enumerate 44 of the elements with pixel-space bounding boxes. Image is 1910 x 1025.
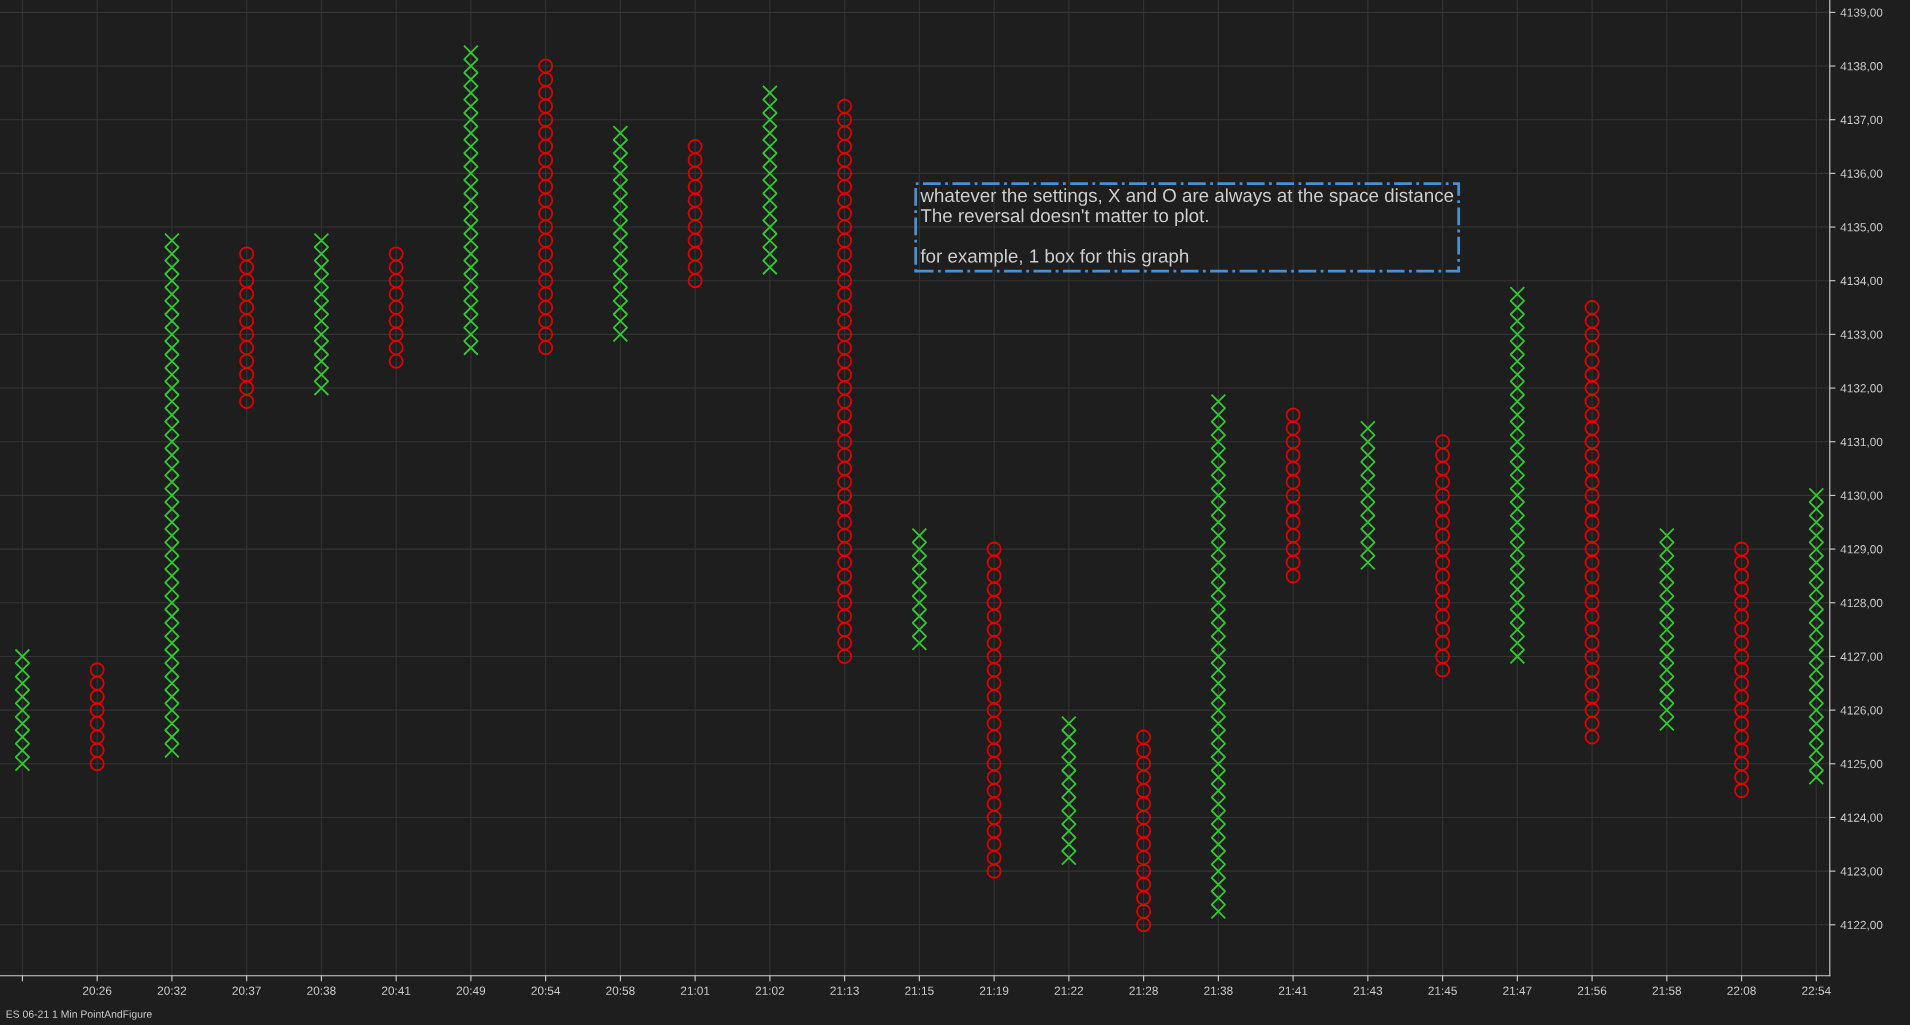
x-tick-label: 21:19	[979, 986, 1009, 995]
y-tick-label: 4127,00	[1840, 652, 1883, 663]
y-tick-label: 4128,00	[1840, 598, 1883, 609]
x-tick-label: 21:38	[1204, 986, 1233, 995]
y-tick-label: 4137,00	[1840, 115, 1883, 126]
x-tick-label: 21:58	[1652, 986, 1682, 995]
x-tick-label: 21:02	[755, 986, 785, 995]
text: whatever the settings, X and O are always at the space distance The reversal doesn't matter to plot. for example, 1 box for this graph	[920, 188, 1454, 267]
y-tick-label: 4126,00	[1840, 706, 1883, 716]
y-tick-label: 4134,00	[1840, 276, 1883, 287]
x-tick-label: 22:08	[1727, 986, 1756, 995]
y-tick-label: 4135,00	[1840, 223, 1883, 233]
y-tick-label: 4130,00	[1840, 491, 1883, 502]
x-tick-label: 20:49	[456, 986, 486, 995]
x-tick-label: 21:28	[1129, 986, 1158, 995]
x-tick-label: 20:54	[531, 986, 561, 995]
x-tick-label: 20:38	[307, 986, 336, 995]
x-tick-label: 20:26	[82, 986, 112, 995]
x-tick-label: 20:37	[232, 986, 261, 995]
y-tick-label: 4129,00	[1840, 545, 1883, 555]
x-tick-label: 20:32	[157, 986, 187, 995]
y-tick-label: 4123,00	[1840, 867, 1883, 877]
y-tick-label: 4139,00	[1840, 8, 1883, 19]
x-tick-label: 21:56	[1577, 986, 1607, 995]
x-tick-label: 21:15	[905, 986, 934, 995]
y-tick-label: 4125,00	[1840, 759, 1883, 770]
y-tick-label: 4138,00	[1840, 62, 1883, 72]
x-tick-label: 21:47	[1503, 986, 1532, 995]
x-tick-label: 21:13	[830, 986, 859, 995]
y-tick-label: 4133,00	[1840, 330, 1883, 341]
x-tick-label: 21:45	[1428, 986, 1457, 995]
y-tick-label: 4132,00	[1840, 384, 1883, 394]
text: ES 06-21 1 Min PointAndFigure	[6, 1010, 152, 1020]
x-tick-label: 21:41	[1278, 986, 1308, 995]
x-tick-label: 21:43	[1353, 986, 1383, 995]
y-tick-label: 4131,00	[1840, 437, 1883, 448]
y-tick-label: 4136,00	[1840, 169, 1883, 180]
y-tick-label: 4124,00	[1840, 813, 1883, 824]
y-tick-label: 4122,00	[1840, 920, 1883, 931]
x-tick-label: 20:58	[606, 986, 635, 995]
x-tick-label: 21:22	[1054, 986, 1084, 995]
x-tick-label: 22:54	[1802, 986, 1831, 995]
x-tick-label: 21:01	[680, 986, 710, 995]
x-tick-label: 20:41	[381, 986, 411, 995]
